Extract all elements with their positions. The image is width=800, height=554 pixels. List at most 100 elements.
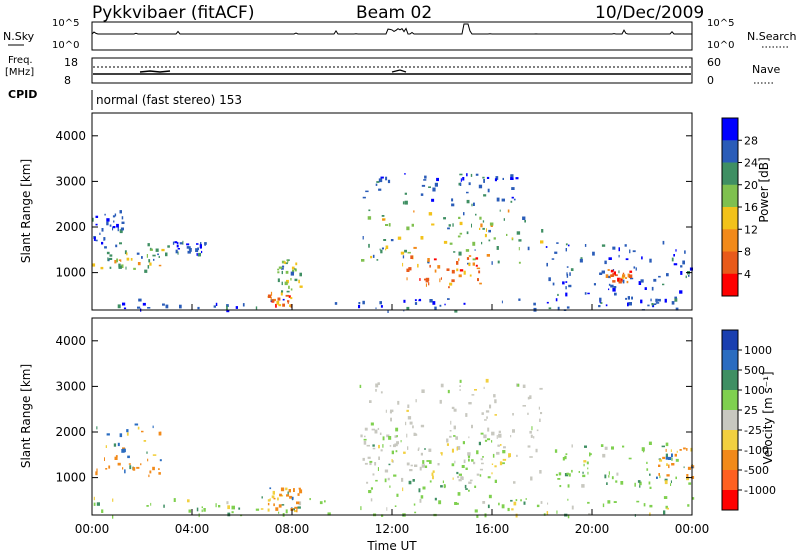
- heatmap-cell: [475, 257, 479, 260]
- heatmap-cell: [649, 504, 653, 508]
- heatmap-cell: [118, 263, 121, 268]
- colorbar-swatch: [722, 184, 738, 208]
- heatmap-cell: [538, 406, 540, 410]
- heatmap-cell: [601, 270, 605, 274]
- heatmap-cell: [109, 266, 112, 269]
- y-tick-label: 3000: [55, 379, 86, 393]
- heatmap-cell: [453, 435, 456, 437]
- heatmap-cell: [468, 255, 472, 257]
- heatmap-cell: [536, 504, 540, 508]
- heatmap-cell: [486, 416, 488, 419]
- heatmap-cell: [566, 306, 570, 309]
- heatmap-cell: [457, 235, 461, 238]
- heatmap-cell: [226, 304, 229, 307]
- heatmap-cell: [497, 260, 500, 264]
- heatmap-cell: [490, 224, 493, 227]
- heatmap-cell: [491, 261, 493, 265]
- nave-label: Nave: [752, 63, 780, 76]
- heatmap-cell: [658, 473, 660, 476]
- heatmap-cell: [658, 458, 661, 460]
- heatmap-cell: [481, 241, 483, 245]
- heatmap-cell: [126, 252, 128, 256]
- heatmap-cell: [261, 496, 263, 499]
- heatmap-cell: [554, 449, 558, 453]
- heatmap-cell: [541, 229, 544, 233]
- heatmap-cell: [666, 463, 668, 466]
- heatmap-cell: [299, 285, 303, 288]
- heatmap-cell: [600, 302, 603, 304]
- heatmap-cell: [482, 456, 484, 458]
- heatmap-cell: [474, 485, 477, 488]
- heatmap-cell: [424, 465, 428, 468]
- heatmap-cell: [675, 307, 679, 311]
- heatmap-cell: [294, 268, 297, 272]
- heatmap-cell: [362, 196, 366, 199]
- heatmap-cell: [456, 268, 459, 272]
- heatmap-cell: [613, 271, 616, 275]
- heatmap-cell: [196, 252, 198, 256]
- heatmap-cell: [152, 425, 154, 429]
- heatmap-cell: [119, 433, 123, 438]
- heatmap-cell: [137, 306, 141, 309]
- heatmap-cell: [277, 497, 279, 501]
- heatmap-cell: [459, 385, 461, 387]
- heatmap-cell: [278, 266, 283, 269]
- heatmap-cell: [428, 282, 430, 286]
- heatmap-cell: [417, 263, 419, 268]
- heatmap-cell: [449, 282, 453, 286]
- heatmap-cell: [668, 456, 672, 460]
- heatmap-cell: [283, 261, 287, 264]
- heatmap-cell: [421, 389, 425, 393]
- heatmap-cell: [686, 474, 689, 477]
- heatmap-cell: [196, 507, 199, 512]
- heatmap-cell: [487, 427, 490, 432]
- heatmap-cell: [147, 458, 149, 462]
- heatmap-cell: [554, 251, 558, 254]
- heatmap-cell: [664, 480, 668, 485]
- heatmap-cell: [487, 476, 491, 479]
- heatmap-cell: [650, 298, 652, 302]
- heatmap-cell: [482, 501, 486, 504]
- heatmap-cell: [429, 480, 432, 483]
- heatmap-cell: [186, 243, 190, 246]
- heatmap-cell: [375, 389, 377, 392]
- heatmap-cell: [117, 442, 120, 447]
- power-y-label: Slant Range [km]: [19, 159, 33, 263]
- heatmap-cell: [465, 249, 470, 252]
- power-colorbar: 4 8 12 16 20 24 28: [721, 117, 758, 297]
- heatmap-cell: [654, 303, 657, 305]
- heatmap-cell: [675, 458, 679, 462]
- heatmap-cell: [165, 304, 169, 309]
- heatmap-cell: [466, 191, 469, 194]
- colorbar-tick-label: 28: [744, 134, 758, 147]
- heatmap-cell: [475, 264, 478, 267]
- heatmap-cell: [486, 228, 487, 232]
- heatmap-cell: [607, 500, 611, 504]
- nave-tick-top: 60: [707, 56, 721, 69]
- heatmap-cell: [666, 474, 670, 477]
- heatmap-cell: [152, 454, 157, 456]
- heatmap-cell: [491, 431, 495, 436]
- heatmap-cell: [409, 421, 413, 425]
- heatmap-cell: [260, 508, 264, 510]
- heatmap-cell: [95, 223, 98, 226]
- heatmap-cell: [488, 239, 491, 242]
- heatmap-cell: [449, 430, 452, 432]
- heatmap-cell: [407, 404, 410, 408]
- heatmap-cell: [562, 281, 565, 285]
- heatmap-cell: [515, 513, 518, 518]
- heatmap-cell: [436, 177, 439, 182]
- heatmap-cell: [421, 464, 425, 468]
- heatmap-cell: [582, 474, 586, 478]
- heatmap-cell: [387, 179, 391, 184]
- heatmap-cell: [513, 501, 517, 506]
- heatmap-cell: [687, 466, 691, 470]
- heatmap-cell: [394, 443, 398, 447]
- heatmap-cell: [488, 494, 492, 499]
- heatmap-cell: [486, 176, 490, 179]
- heatmap-cell: [515, 177, 519, 180]
- heatmap-cell: [485, 378, 489, 383]
- heatmap-cell: [377, 382, 380, 385]
- heatmap-cell: [499, 209, 501, 212]
- heatmap-cell: [475, 173, 479, 176]
